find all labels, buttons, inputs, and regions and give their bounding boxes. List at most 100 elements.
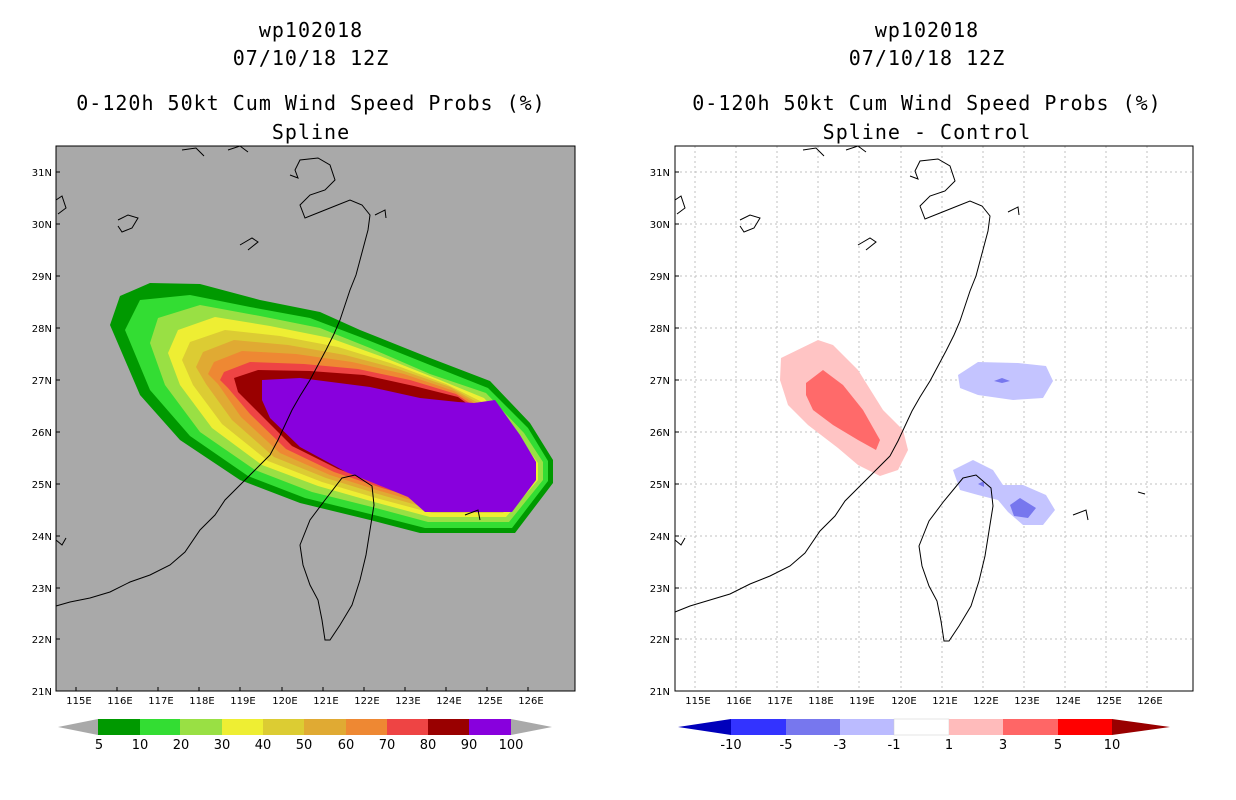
left-title-sub: Spline	[271, 120, 351, 144]
colorbar-bin	[949, 719, 1003, 735]
right-lat-axis: 31N 30N 29N 28N 27N 26N 25N 24N 23N 22N …	[650, 168, 679, 698]
left-lat-axis: 31N 30N 29N 28N 27N 26N 25N 24N 23N 22N …	[32, 168, 60, 698]
lat-label: 30N	[32, 220, 52, 231]
lat-label: 21N	[650, 687, 670, 698]
colorbar-label: 10	[132, 738, 149, 753]
lat-label: 26N	[650, 428, 670, 439]
diff-negative-3b	[1010, 498, 1036, 518]
lon-label: 120E	[272, 696, 297, 707]
lat-label: 30N	[650, 220, 670, 231]
lon-label: 119E	[230, 696, 255, 707]
lat-label: 22N	[32, 635, 52, 646]
lon-label: 116E	[107, 696, 132, 707]
colorbar-bin	[387, 719, 428, 735]
colorbar-bin	[428, 719, 469, 735]
colorbar-bin	[1058, 719, 1112, 735]
lon-label: 121E	[313, 696, 338, 707]
lon-label: 121E	[932, 696, 957, 707]
right-difference-contours	[780, 340, 1055, 525]
colorbar-label: 100	[499, 738, 524, 753]
left-probability-contours	[110, 283, 553, 533]
colorbar-bin	[263, 719, 304, 735]
lat-label: 22N	[650, 635, 670, 646]
right-lon-axis: 115E 116E 117E 118E 119E 120E 121E 122E …	[685, 696, 1162, 707]
left-title-date: 07/10/18 12Z	[232, 46, 390, 70]
colorbar-bin	[786, 719, 840, 735]
colorbar-under-arrow	[58, 719, 98, 735]
left-title-product: 0-120h 50kt Cum Wind Speed Probs (%)	[76, 91, 546, 115]
lon-label: 118E	[189, 696, 214, 707]
right-title-sub: Spline - Control	[822, 120, 1032, 144]
left-map: 31N 30N 29N 28N 27N 26N 25N 24N 23N 22N …	[32, 145, 576, 753]
left-map-frame	[55, 145, 576, 692]
colorbar-label: 1	[945, 738, 953, 753]
colorbar-label: 30	[214, 738, 231, 753]
left-coastlines	[55, 145, 481, 641]
right-map: 31N 30N 29N 28N 27N 26N 25N 24N 23N 22N …	[650, 145, 1194, 753]
lat-label: 28N	[32, 324, 52, 335]
lon-label: 126E	[1137, 696, 1162, 707]
lon-label: 119E	[849, 696, 874, 707]
left-lon-axis: 115E 116E 117E 118E 119E 120E 121E 122E …	[66, 687, 544, 707]
contour-90	[262, 378, 536, 512]
lat-label: 25N	[32, 480, 52, 491]
lat-label: 25N	[650, 480, 670, 491]
colorbar-label: 5	[1054, 738, 1062, 753]
lat-label: 31N	[32, 168, 52, 179]
diff-positive-3	[806, 370, 880, 450]
lat-label: 27N	[32, 376, 52, 387]
lon-label: 124E	[1055, 696, 1080, 707]
lat-label: 23N	[32, 584, 52, 595]
colorbar-label: 60	[338, 738, 355, 753]
lat-label: 23N	[650, 584, 670, 595]
colorbar-label: 50	[296, 738, 313, 753]
lon-label: 120E	[891, 696, 916, 707]
lon-label: 115E	[685, 696, 710, 707]
right-title-date: 07/10/18 12Z	[848, 46, 1006, 70]
lon-label: 116E	[726, 696, 751, 707]
colorbar-bin	[346, 719, 387, 735]
left-panel: wp102018 07/10/18 12Z 0-120h 50kt Cum Wi…	[32, 18, 576, 753]
lon-label: 124E	[436, 696, 461, 707]
colorbar-bin	[1003, 719, 1058, 735]
colorbar-label: 5	[95, 738, 103, 753]
colorbar-label: 70	[379, 738, 396, 753]
lat-label: 29N	[32, 272, 52, 283]
lon-label: 122E	[354, 696, 379, 707]
colorbar-bin	[180, 719, 222, 735]
colorbar-over-arrow	[1112, 719, 1170, 735]
diff-negative-3a	[994, 378, 1010, 383]
colorbar-over-arrow	[511, 719, 552, 735]
right-map-frame	[674, 145, 1194, 692]
colorbar-label: -3	[834, 738, 847, 753]
lon-label: 123E	[1014, 696, 1039, 707]
lon-label: 118E	[808, 696, 833, 707]
colorbar-label: 10	[1104, 738, 1121, 753]
lat-label: 27N	[650, 376, 670, 387]
lon-label: 117E	[148, 696, 173, 707]
colorbar-bin	[731, 719, 786, 735]
colorbar-label: 90	[461, 738, 478, 753]
colorbar-label: -10	[720, 738, 741, 753]
colorbar-label: 20	[173, 738, 190, 753]
colorbar-label: 80	[420, 738, 437, 753]
colorbar-bin	[304, 719, 346, 735]
lon-label: 125E	[477, 696, 502, 707]
lat-label: 21N	[32, 687, 52, 698]
lon-label: 115E	[66, 696, 91, 707]
lon-label: 123E	[395, 696, 420, 707]
right-coastlines	[674, 145, 1146, 642]
colorbar-label: 3	[999, 738, 1007, 753]
right-colorbar: -10 -5 -3 -1 1 3 5 10	[678, 718, 1170, 753]
right-title-storm: wp102018	[874, 18, 980, 42]
colorbar-label: 40	[255, 738, 272, 753]
colorbar-bin	[140, 719, 180, 735]
lat-label: 24N	[32, 532, 52, 543]
right-title-product: 0-120h 50kt Cum Wind Speed Probs (%)	[692, 91, 1162, 115]
lon-label: 122E	[973, 696, 998, 707]
colorbar-under-arrow	[678, 719, 731, 735]
colorbar-label: -1	[888, 738, 901, 753]
lat-label: 29N	[650, 272, 670, 283]
right-panel: wp102018 07/10/18 12Z 0-120h 50kt Cum Wi…	[618, 0, 1236, 800]
colorbar-bin	[98, 719, 140, 735]
